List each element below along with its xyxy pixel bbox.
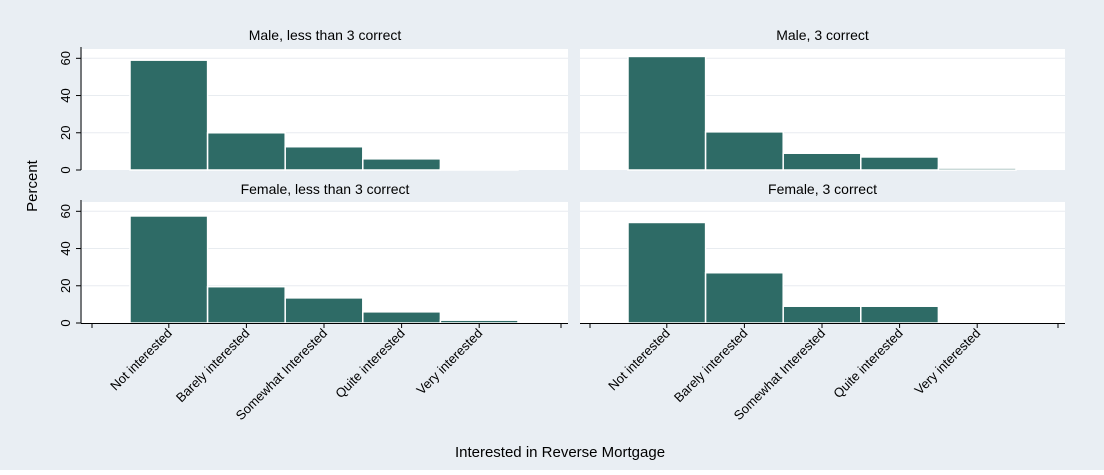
panel-2: Male, 3 correct	[580, 25, 1065, 171]
y-tick-label: 60	[58, 204, 73, 218]
bar-1	[129, 215, 209, 324]
bar-5	[937, 167, 1017, 171]
panel-header	[82, 25, 568, 46]
bar-3	[284, 145, 364, 171]
panel-title: Female, less than 3 correct	[241, 181, 410, 197]
y-axis-label: Percent	[24, 159, 41, 212]
bar-2	[206, 285, 286, 324]
panel-title: Male, 3 correct	[776, 27, 869, 43]
panel-title: Female, 3 correct	[768, 181, 877, 197]
bar-4	[860, 156, 940, 171]
y-tick-label: 20	[58, 126, 73, 140]
bar-2	[704, 131, 784, 171]
bar-2	[704, 271, 784, 324]
y-tick-label: 0	[58, 166, 73, 173]
panel-header	[82, 179, 568, 200]
bar-1	[627, 55, 707, 171]
bar-3	[782, 305, 862, 324]
y-tick-label: 0	[58, 319, 73, 326]
panel-title: Male, less than 3 correct	[249, 27, 402, 43]
bar-4	[362, 158, 442, 171]
y-tick-label: 40	[58, 88, 73, 102]
bar-1	[627, 221, 707, 324]
y-tick-label: 20	[58, 279, 73, 293]
bar-3	[284, 297, 364, 324]
bar-4	[860, 305, 940, 324]
bar-3	[782, 152, 862, 171]
panel-header	[580, 179, 1065, 200]
panel-header	[580, 25, 1065, 46]
y-tick-label: 40	[58, 241, 73, 255]
y-tick-label: 60	[58, 51, 73, 65]
bar-4	[362, 311, 442, 324]
panel-1: Male, less than 3 correct 0 20 40 60	[58, 25, 568, 174]
bar-5	[439, 319, 519, 324]
bar-2	[206, 132, 286, 171]
bar-5	[439, 167, 519, 171]
bar-1	[129, 59, 209, 171]
x-axis-label: Interested in Reverse Mortgage	[455, 444, 665, 461]
